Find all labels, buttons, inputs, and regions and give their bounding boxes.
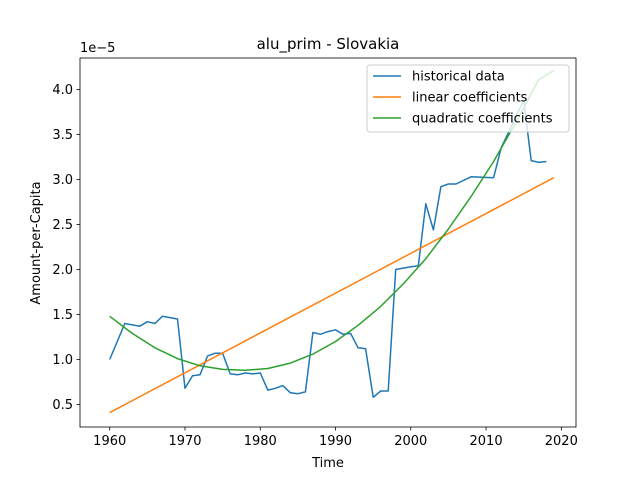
y-tick-label: 2.5 (52, 218, 73, 233)
y-tick-label: 2.0 (52, 263, 73, 278)
y-scale-label: 1e−5 (80, 41, 115, 56)
chart-title: alu_prim - Slovakia (257, 35, 400, 54)
x-tick-label: 1970 (168, 434, 201, 449)
legend-label-linear-coefficients: linear coefficients (412, 91, 528, 106)
y-tick-label: 1.0 (52, 353, 73, 368)
y-tick-label: 3.5 (52, 128, 73, 143)
x-tick-label: 1990 (319, 434, 352, 449)
y-tick-label: 4.0 (52, 83, 73, 98)
x-axis-label: Time (311, 456, 344, 471)
y-tick-label: 1.5 (52, 308, 73, 323)
axes-layer: 1960 1970 1980 1990 2000 2010 2020 0.5 1.0 1.5 2.0… (52, 57, 578, 449)
y-tick-label: 3.0 (52, 173, 73, 188)
plot-frame (79, 57, 577, 428)
series-line-quadratic-coefficients (109, 69, 555, 372)
legend-label-quadratic-coefficients: quadratic coefficients (412, 112, 553, 127)
x-tick-label: 2020 (545, 434, 578, 449)
x-tick-label: 2000 (394, 434, 427, 449)
y-axis-label: Amount-per-Capita (29, 181, 44, 304)
x-tick-label: 2010 (470, 434, 503, 449)
series-line-linear-coefficients (109, 177, 555, 414)
x-tick-label: 1960 (93, 434, 126, 449)
series-layer (109, 69, 555, 414)
legend-box (366, 64, 570, 133)
legend: historical data linear coefficients quadra… (366, 64, 570, 133)
y-tick-label: 0.5 (52, 398, 73, 413)
x-tick-label: 1980 (244, 434, 277, 449)
legend-label-historical-data: historical data (412, 70, 505, 85)
series-line-historical-data (109, 99, 547, 399)
